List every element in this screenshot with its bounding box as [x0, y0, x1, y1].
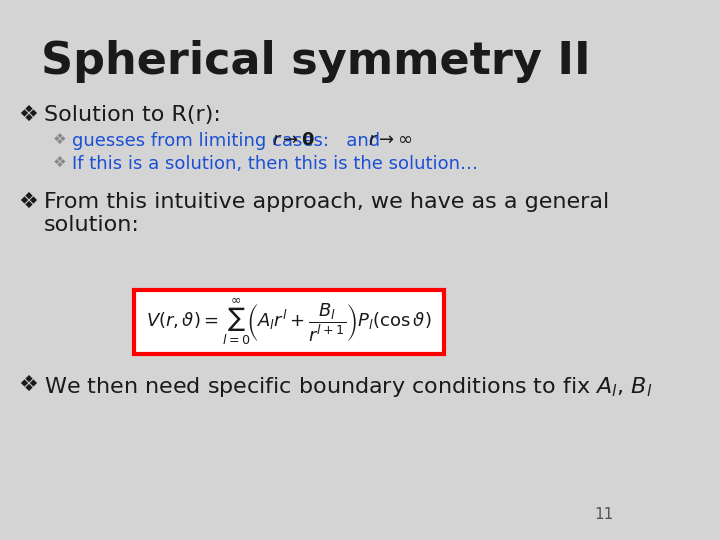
FancyBboxPatch shape — [134, 290, 444, 354]
Text: solution:: solution: — [44, 215, 140, 235]
Text: ❖: ❖ — [53, 155, 66, 170]
Text: ❖: ❖ — [18, 375, 38, 395]
Text: guesses from limiting cases:: guesses from limiting cases: — [72, 132, 329, 150]
Text: and: and — [328, 132, 379, 150]
Text: Spherical symmetry II: Spherical symmetry II — [40, 40, 590, 83]
Text: ❖: ❖ — [18, 105, 38, 125]
Text: ❖: ❖ — [18, 192, 38, 212]
Text: We then need specific boundary conditions to fix $A_l$, $B_l$: We then need specific boundary condition… — [44, 375, 652, 399]
Text: $r \rightarrow \infty$: $r \rightarrow \infty$ — [368, 131, 413, 149]
Text: $V(r,\vartheta) = \sum_{l=0}^{\infty}\!\left(A_l r^l + \dfrac{B_l}{r^{l+1}}\righ: $V(r,\vartheta) = \sum_{l=0}^{\infty}\!\… — [146, 296, 432, 347]
Text: If this is a solution, then this is the solution…: If this is a solution, then this is the … — [72, 155, 478, 173]
Text: Solution to R(r):: Solution to R(r): — [44, 105, 221, 125]
Text: $r \rightarrow \mathbf{0}$: $r \rightarrow \mathbf{0}$ — [271, 131, 315, 149]
Text: 11: 11 — [594, 507, 613, 522]
Text: ❖: ❖ — [53, 132, 66, 147]
Text: From this intuitive approach, we have as a general: From this intuitive approach, we have as… — [44, 192, 609, 212]
